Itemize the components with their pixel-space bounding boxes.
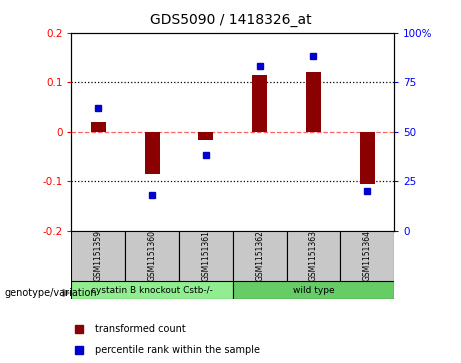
Bar [233,281,394,299]
Text: cystatin B knockout Cstb-/-: cystatin B knockout Cstb-/- [91,286,213,295]
Bar [287,231,340,281]
Bar [179,231,233,281]
Text: GDS5090 / 1418326_at: GDS5090 / 1418326_at [150,13,311,27]
Bar [145,132,160,174]
Text: GSM1151359: GSM1151359 [94,231,103,281]
Bar [360,132,375,184]
Text: percentile rank within the sample: percentile rank within the sample [95,345,260,355]
Bar [233,231,287,281]
Text: GSM1151360: GSM1151360 [148,231,157,281]
Text: GSM1151364: GSM1151364 [363,231,372,281]
Text: genotype/variation: genotype/variation [5,288,97,298]
Bar [340,231,394,281]
Text: GSM1151362: GSM1151362 [255,231,264,281]
Text: GSM1151363: GSM1151363 [309,231,318,281]
Bar [306,72,321,132]
Bar [91,122,106,132]
Bar [252,75,267,132]
Text: transformed count: transformed count [95,324,185,334]
Text: wild type: wild type [293,286,334,295]
Bar [71,231,125,281]
Bar [198,132,213,140]
Polygon shape [63,289,69,297]
Text: GSM1151361: GSM1151361 [201,231,210,281]
Bar [71,281,233,299]
Bar [125,231,179,281]
